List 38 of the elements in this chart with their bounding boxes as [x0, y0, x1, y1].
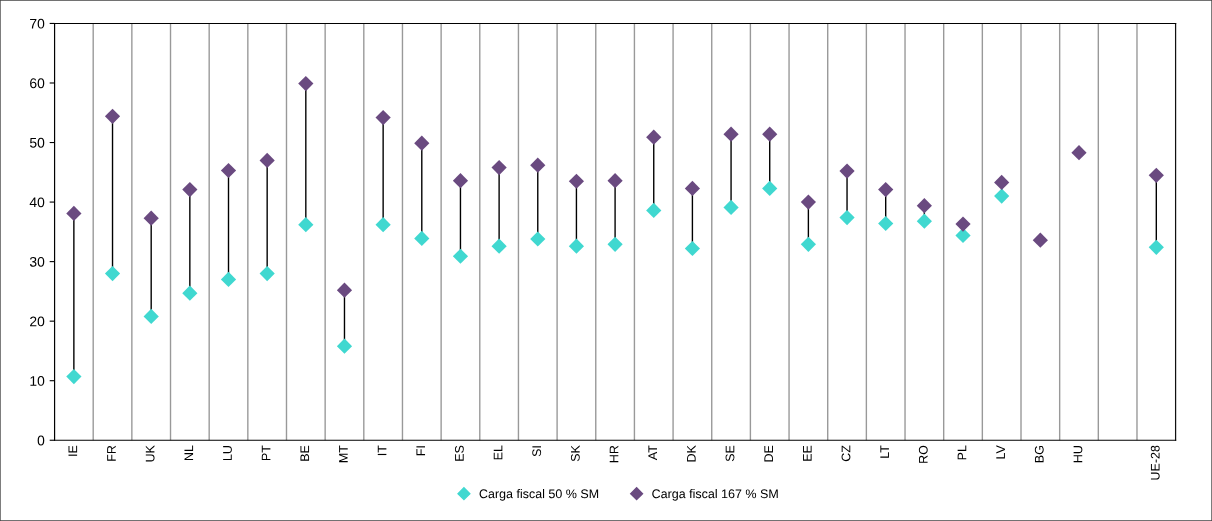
legend-label: Carga fiscal 167 % SM — [652, 489, 778, 501]
x-tick-label: PL — [957, 445, 967, 460]
y-tick-label: 10 — [30, 376, 45, 386]
x-tick-label: MT — [339, 445, 348, 463]
x-tick-label: FR — [107, 445, 116, 461]
x-tick-label: DK — [687, 445, 696, 462]
legend-label: Carga fiscal 50 % SM — [479, 489, 599, 501]
x-tick-label: CZ — [841, 445, 851, 462]
x-tick-label: SK — [570, 445, 580, 462]
x-tick-label: AT — [648, 445, 657, 461]
y-tick-label: 60 — [30, 78, 45, 89]
y-tick-label: 40 — [29, 197, 45, 208]
x-tick-label: IE — [68, 445, 78, 456]
x-tick-label: HR — [609, 445, 619, 463]
x-tick-label: IT — [377, 445, 387, 456]
x-tick-label: BG — [1034, 446, 1044, 463]
x-tick-label: SE — [725, 445, 735, 462]
y-tick-label: 30 — [29, 256, 45, 267]
x-tick-label: LU — [223, 446, 232, 461]
x-tick-label: SI — [532, 446, 542, 457]
x-tick-label: RO — [918, 445, 928, 463]
x-tick-label: LV — [996, 445, 1005, 459]
x-tick-label: NL — [184, 445, 194, 461]
x-tick-label: EL — [493, 445, 503, 460]
y-tick-label: 20 — [30, 316, 45, 327]
y-tick-label: 50 — [29, 137, 45, 148]
y-tick-label: 70 — [30, 18, 45, 29]
x-tick-label: HU — [1073, 446, 1083, 463]
x-tick-label: BE — [300, 445, 310, 461]
x-tick-label: ES — [454, 445, 464, 461]
y-tick-label: 0 — [37, 435, 45, 446]
x-tick-label: UK — [145, 445, 155, 462]
x-tick-label: DE — [764, 445, 773, 462]
x-tick-label: PT — [261, 445, 271, 461]
x-tick-label: LT — [880, 445, 889, 458]
x-tick-label: FI — [416, 446, 426, 456]
x-tick-label: UE-28 — [1150, 445, 1160, 480]
x-tick-label: EE — [803, 445, 812, 461]
